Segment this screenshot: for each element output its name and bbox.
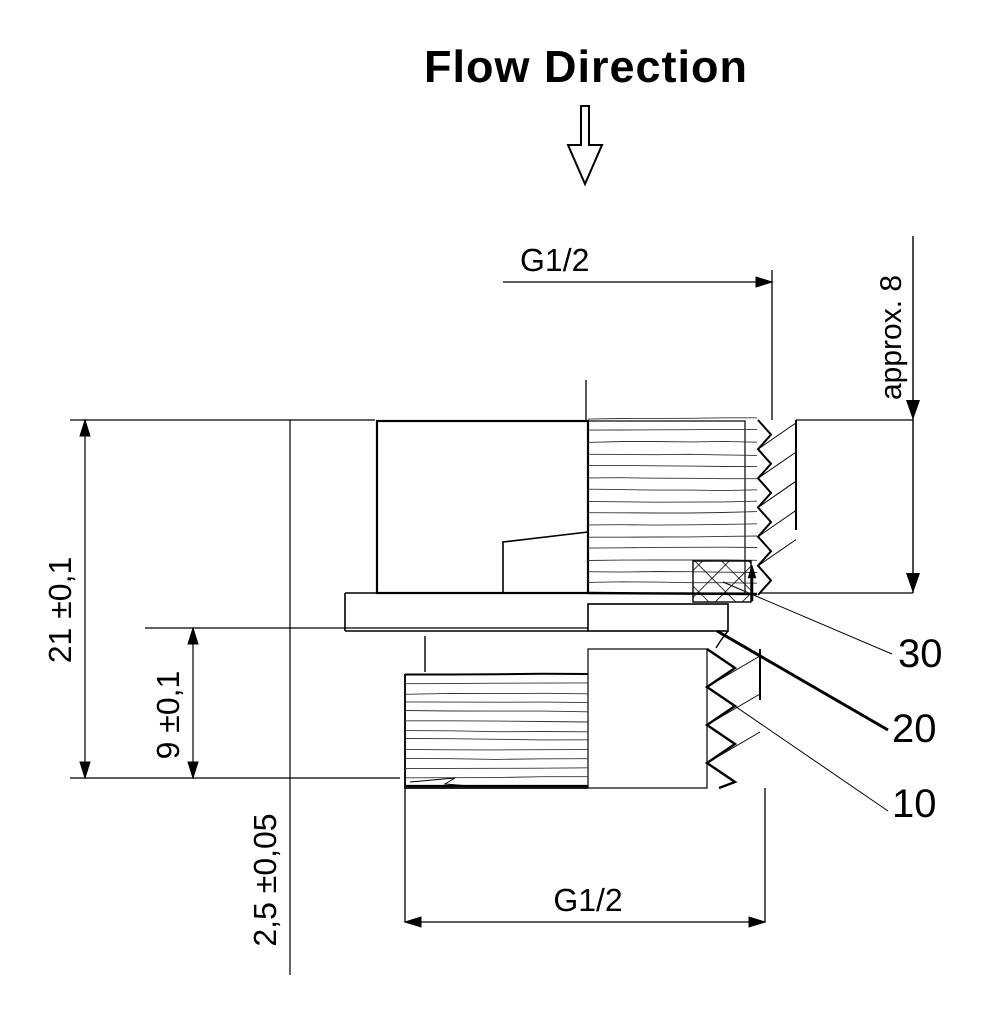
- svg-text:20: 20: [892, 707, 937, 751]
- svg-text:G1/2: G1/2: [520, 242, 589, 278]
- svg-text:Flow Direction: Flow Direction: [424, 41, 748, 92]
- svg-text:10: 10: [892, 782, 937, 826]
- svg-text:2,5 ±0,05: 2,5 ±0,05: [247, 813, 283, 946]
- svg-text:9 ±0,1: 9 ±0,1: [150, 671, 186, 760]
- svg-text:G1/2: G1/2: [553, 882, 622, 918]
- svg-text:approx. 8: approx. 8: [875, 275, 908, 400]
- svg-text:30: 30: [898, 632, 943, 676]
- svg-text:21 ±0,1: 21 ±0,1: [42, 557, 78, 664]
